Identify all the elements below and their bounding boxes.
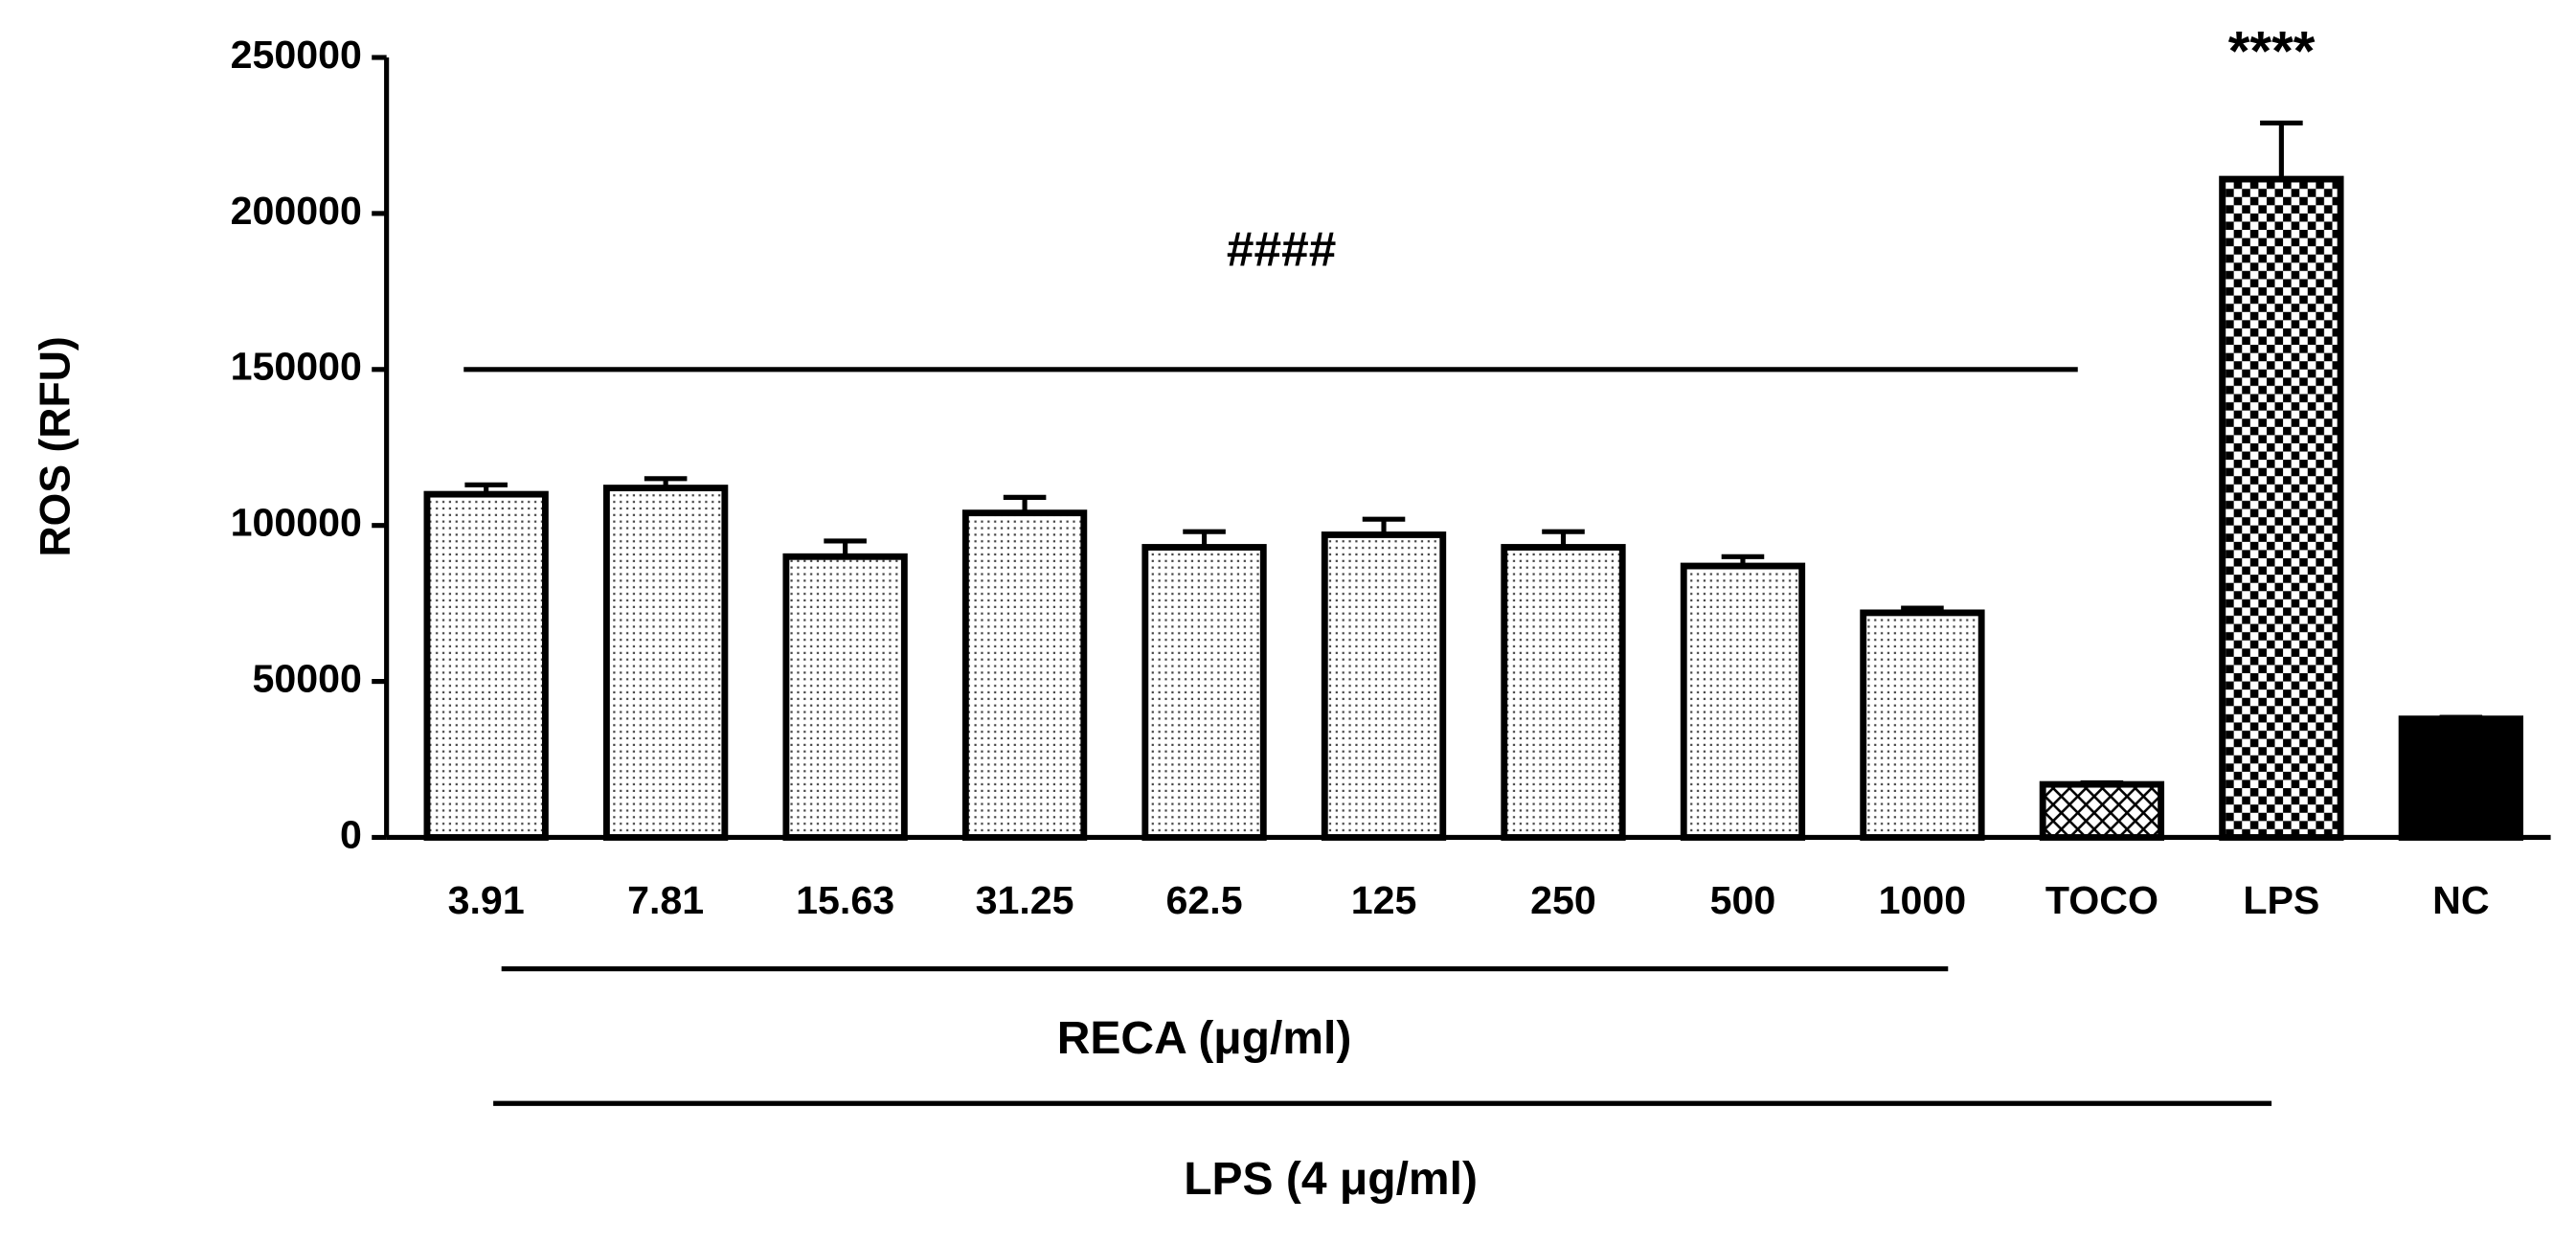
x-tick-label: NC: [2432, 878, 2489, 922]
annotation: ****: [2228, 21, 2316, 83]
y-tick-label: 150000: [231, 345, 362, 389]
x-tick-label: 15.63: [796, 878, 894, 922]
x-tick-label: 3.91: [448, 878, 525, 922]
x-tick-label: LPS: [2243, 878, 2319, 922]
annotation: ####: [1227, 221, 1336, 277]
y-axis-label: ROS (RFU): [32, 336, 79, 556]
group-label: LPS (4 μg/ml): [1184, 1154, 1478, 1205]
bar: [961, 509, 1088, 841]
x-tick-label: 62.5: [1166, 878, 1243, 922]
x-tick-label: 1000: [1879, 878, 1967, 922]
bar: [1501, 544, 1626, 841]
bar: [2039, 780, 2165, 841]
x-tick-label: TOCO: [2045, 878, 2158, 922]
bar: [1141, 544, 1267, 841]
bar: [423, 490, 549, 841]
x-tick-label: 500: [1710, 878, 1776, 922]
x-tick-label: 125: [1351, 878, 1417, 922]
y-tick-label: 50000: [253, 656, 362, 700]
bar: [1321, 531, 1447, 841]
x-tick-label: 250: [1530, 878, 1596, 922]
bar: [602, 485, 729, 841]
bar: [782, 553, 908, 841]
x-tick-label: 31.25: [976, 878, 1074, 922]
bar: [1680, 562, 1806, 841]
bar: [1860, 609, 1985, 841]
group-label: RECA (μg/ml): [1057, 1013, 1352, 1064]
y-tick-label: 100000: [231, 501, 362, 545]
y-tick-label: 0: [340, 812, 362, 856]
y-tick-label: 200000: [231, 189, 362, 233]
bar: [2398, 715, 2523, 841]
bar: [2219, 175, 2344, 841]
y-tick-label: 250000: [231, 33, 362, 77]
x-tick-label: 7.81: [627, 878, 704, 922]
